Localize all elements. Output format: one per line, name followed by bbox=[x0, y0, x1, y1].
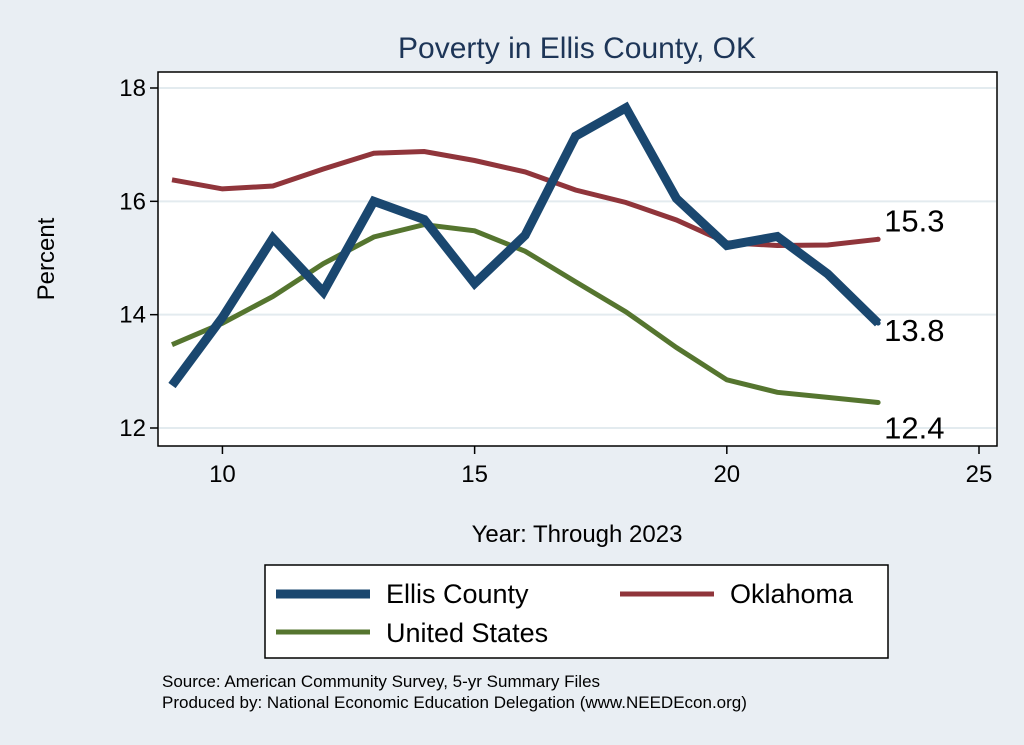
series-line-united-states bbox=[171, 222, 879, 405]
series-line-ellis-county bbox=[168, 101, 882, 389]
y-tick-label-14: 14 bbox=[119, 302, 146, 329]
axes: 12 14 16 18 10 15 20 25 bbox=[119, 75, 992, 488]
x-tick-label-15: 15 bbox=[461, 461, 488, 488]
end-point-ellis-county bbox=[875, 320, 881, 326]
y-tick-label-16: 16 bbox=[119, 188, 146, 215]
end-label-ellis-county: 13.8 bbox=[884, 313, 944, 348]
grid-lines bbox=[159, 87, 996, 429]
x-tick-label-25: 25 bbox=[966, 461, 993, 488]
chart-title: Poverty in Ellis County, OK bbox=[398, 32, 756, 65]
legend-label-ellis-county: Ellis County bbox=[386, 579, 529, 609]
end-labels: 13.8 15.3 12.4 bbox=[884, 203, 944, 445]
end-label-united-states: 12.4 bbox=[884, 411, 944, 446]
end-point-united-states bbox=[875, 400, 881, 405]
y-axis-title: Percent bbox=[33, 217, 60, 300]
legend-box bbox=[264, 564, 889, 659]
x-tick-label-20: 20 bbox=[713, 461, 740, 488]
x-tick-label-10: 10 bbox=[209, 461, 236, 488]
y-tick-label-12: 12 bbox=[119, 415, 146, 442]
plot-area bbox=[157, 71, 998, 447]
legend-label-oklahoma: Oklahoma bbox=[730, 579, 854, 609]
end-point-oklahoma bbox=[875, 236, 881, 242]
source-note: Source: American Community Survey, 5-yr … bbox=[162, 672, 600, 691]
series-line-oklahoma bbox=[171, 148, 879, 249]
y-tick-label-18: 18 bbox=[119, 75, 146, 102]
x-axis-title: Year: Through 2023 bbox=[472, 521, 683, 548]
series-lines bbox=[168, 101, 882, 405]
legend-label-united-states: United States bbox=[386, 618, 548, 648]
producer-note: Produced by: National Economic Education… bbox=[162, 693, 747, 712]
legend: Ellis County Oklahoma United States bbox=[264, 564, 889, 659]
end-label-oklahoma: 15.3 bbox=[884, 203, 944, 238]
